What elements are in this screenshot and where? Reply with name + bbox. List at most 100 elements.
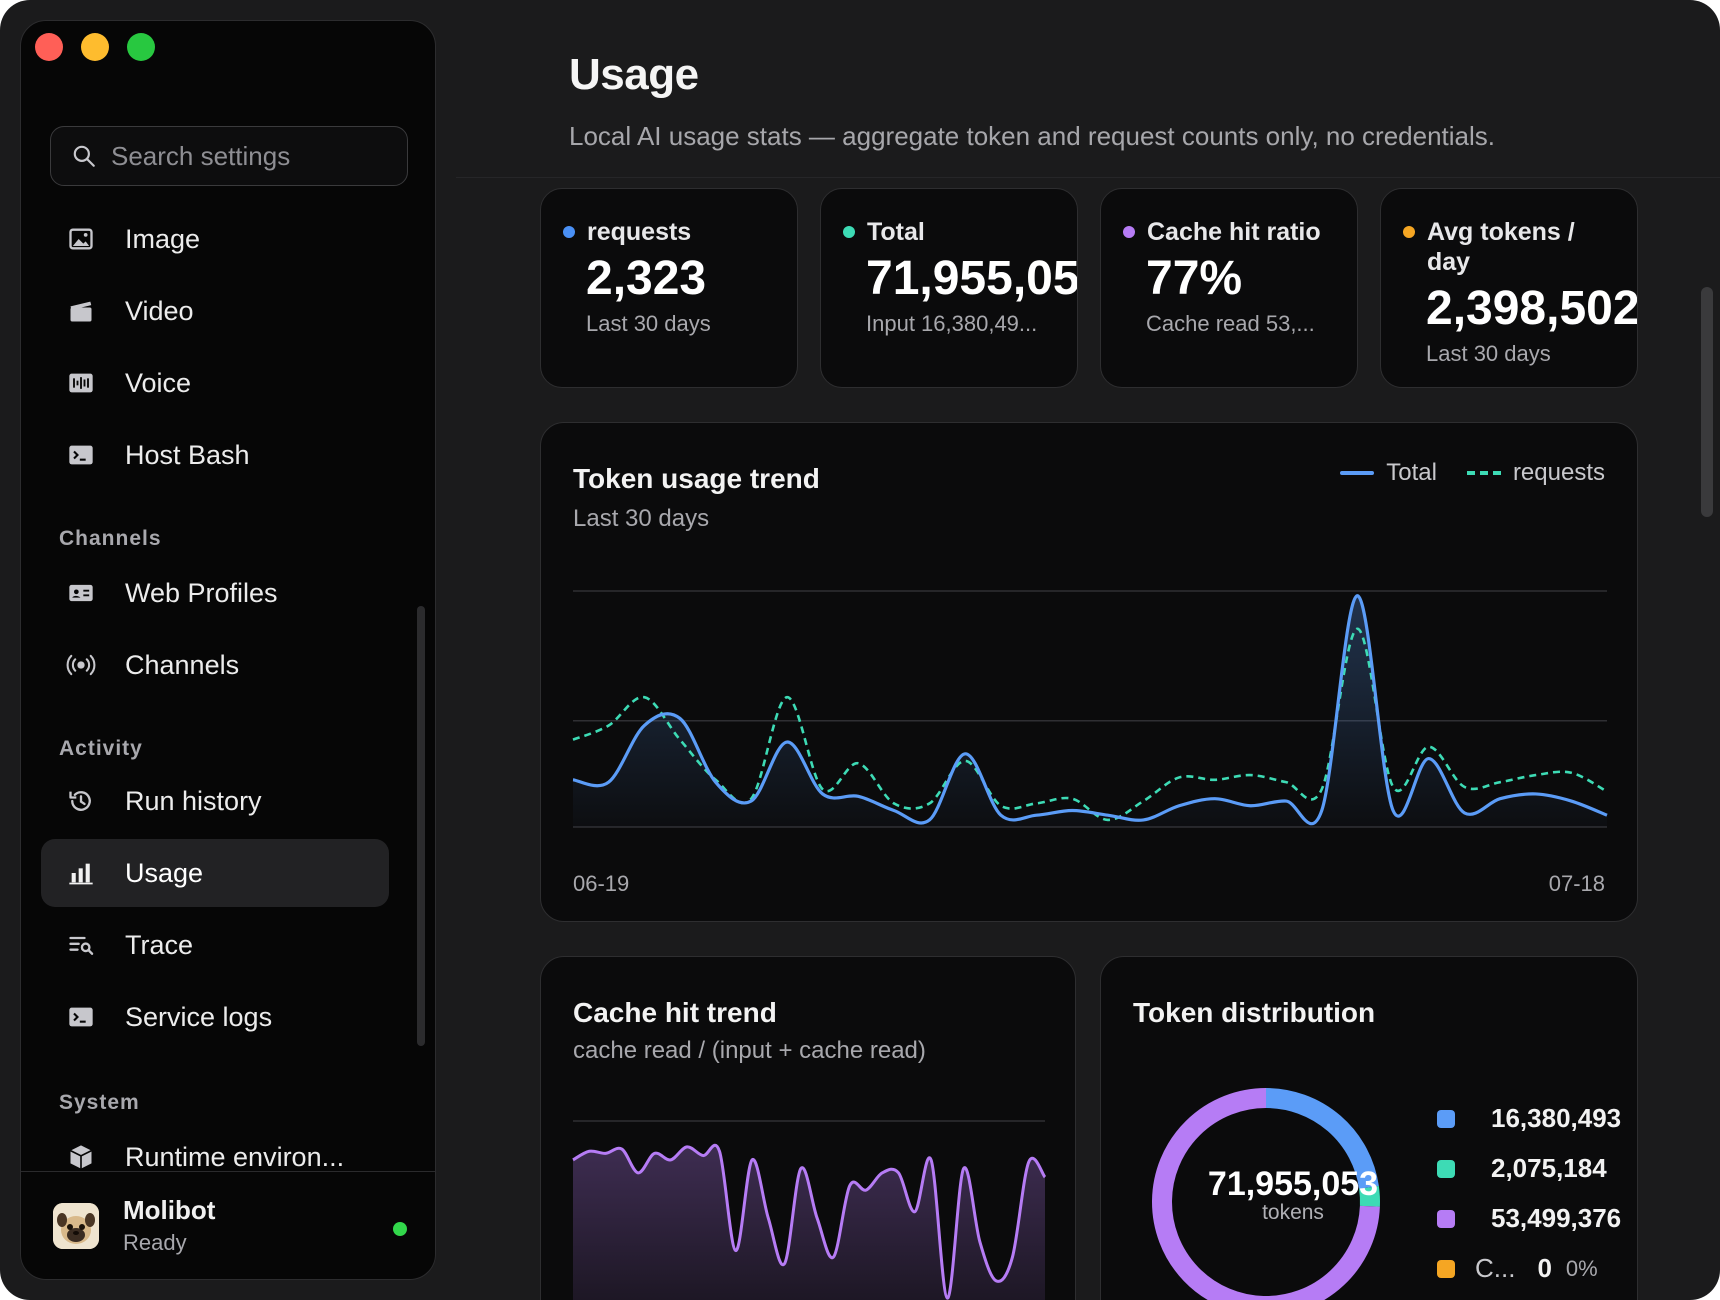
close-window-button[interactable]	[35, 33, 63, 61]
bar-chart-icon	[65, 857, 97, 889]
stat-subtext: Cache read 53,...	[1146, 311, 1315, 336]
sidebar-item-service-logs[interactable]: Service logs	[41, 983, 389, 1051]
cache-hit-trend-panel: Cache hit trend cache read / (input + ca…	[540, 956, 1076, 1300]
search-icon	[73, 145, 95, 167]
sidebar-item-channels[interactable]: Channels	[41, 631, 389, 699]
token-usage-trend-panel: Token usage trend Last 30 days Total req…	[540, 422, 1638, 922]
sidebar-item-label: Image	[125, 223, 201, 254]
stat-value: 71,955,053	[866, 252, 1078, 305]
search-field[interactable]: Search settings	[50, 126, 408, 186]
status-dot	[1403, 226, 1415, 238]
distribution-value: 0	[1537, 1253, 1552, 1283]
trace-search-icon	[65, 929, 97, 961]
package-icon	[65, 1141, 97, 1173]
donut-slice-0[interactable]	[1265, 1088, 1379, 1190]
search-input[interactable]: Search settings	[111, 140, 291, 171]
history-icon	[65, 785, 97, 817]
token-usage-chart	[572, 590, 1608, 828]
sidebar-item-label: Trace	[125, 929, 194, 960]
stat-card-cache-hit-ratio: Cache hit ratio 77% Cache read 53,...	[1100, 188, 1358, 388]
x-axis-start-label: 06-19	[573, 871, 630, 896]
panel-subtitle: cache read / (input + cache read)	[573, 1037, 926, 1064]
donut-center-value: 71,955,053	[1207, 1165, 1379, 1203]
terminal-icon	[65, 439, 97, 471]
stat-card-avg-tokens-per-day: Avg tokens / day 2,398,502 Last 30 days	[1380, 188, 1638, 388]
broadcast-icon	[65, 649, 97, 681]
legend-label: Total	[1386, 459, 1437, 486]
waveform-icon	[65, 367, 97, 399]
profile-text: Molibot Ready	[123, 1195, 215, 1256]
clapperboard-icon	[65, 295, 97, 327]
sidebar-item-label: Video	[125, 295, 194, 326]
requests-series-line	[572, 627, 1608, 822]
cache-hit-series-line	[572, 1143, 1047, 1300]
sidebar-item-video[interactable]: Video	[41, 277, 389, 345]
image-icon	[65, 223, 97, 255]
sidebar-item-runtime-environment[interactable]: Runtime environ...	[41, 1123, 389, 1191]
distribution-row: 53,499,376	[1437, 1203, 1621, 1234]
distribution-row: C... 0 0%	[1437, 1253, 1598, 1284]
sidebar-item-label: Usage	[125, 857, 204, 888]
legend-label: requests	[1512, 459, 1605, 486]
total-series-line	[572, 594, 1608, 826]
sidebar-item-label: Web Profiles	[125, 577, 278, 608]
panel-title: Cache hit trend	[573, 997, 777, 1028]
cache-hit-chart	[572, 1120, 1047, 1300]
sidebar-item-run-history[interactable]: Run history	[41, 767, 389, 835]
stat-label: Total	[867, 218, 925, 246]
stat-label: Avg tokens / day	[1427, 218, 1575, 276]
panel-subtitle: Last 30 days	[573, 505, 710, 532]
sidebar-item-label: Channels	[125, 649, 240, 680]
legend-swatch	[1340, 471, 1375, 475]
panel-title: Token distribution	[1133, 997, 1376, 1028]
stat-card-total: Total 71,955,053 Input 16,380,49...	[820, 188, 1078, 388]
id-card-icon	[65, 577, 97, 609]
legend-item-total[interactable]: Total	[1340, 459, 1437, 487]
sidebar-item-label: Host Bash	[125, 439, 250, 470]
section-label-channels: Channels	[59, 527, 162, 550]
panel-title: Token usage trend	[573, 463, 820, 494]
page-title: Usage	[569, 50, 699, 99]
status-dot	[843, 226, 855, 238]
sidebar-item-trace[interactable]: Trace	[41, 911, 389, 979]
stat-card-requests: requests 2,323 Last 30 days	[540, 188, 798, 388]
stat-value: 2,323	[586, 252, 707, 305]
donut-slice-1[interactable]	[1359, 1186, 1380, 1207]
window-controls	[35, 33, 155, 61]
sidebar-item-web-profiles[interactable]: Web Profiles	[41, 559, 389, 627]
sidebar-item-label: Run history	[125, 785, 262, 816]
status-dot	[563, 226, 575, 238]
stat-value: 77%	[1146, 252, 1243, 305]
stat-subtext: Last 30 days	[586, 311, 711, 336]
stat-label: Cache hit ratio	[1147, 218, 1321, 246]
distribution-value: 2,075,184	[1491, 1153, 1607, 1183]
distribution-label: C...	[1475, 1253, 1516, 1283]
profile-name: Molibot	[123, 1195, 216, 1225]
chart-legend: Total requests	[1340, 459, 1605, 487]
stat-subtext: Input 16,380,49...	[866, 311, 1038, 336]
sidebar-item-voice[interactable]: Voice	[41, 349, 389, 417]
donut-slice-2[interactable]	[1152, 1088, 1380, 1300]
x-axis-end-label: 07-18	[1548, 871, 1605, 896]
stat-subtext: Last 30 days	[1426, 341, 1551, 366]
legend-swatch	[1437, 1259, 1455, 1278]
sidebar: Search settings Image Video Voice	[20, 20, 436, 1280]
status-dot	[1123, 226, 1135, 238]
legend-swatch	[1437, 1109, 1455, 1128]
stat-label: requests	[587, 218, 692, 246]
page-header: Usage Local AI usage stats — aggregate t…	[456, 0, 1720, 178]
sidebar-scrollbar[interactable]	[417, 606, 425, 1046]
sidebar-item-image[interactable]: Image	[41, 205, 389, 273]
distribution-row: 2,075,184	[1437, 1153, 1607, 1184]
legend-item-requests[interactable]: requests	[1466, 459, 1605, 487]
sidebar-item-label: Service logs	[125, 1001, 273, 1032]
sidebar-item-host-bash[interactable]: Host Bash	[41, 421, 389, 489]
sidebar-item-usage[interactable]: Usage	[41, 839, 389, 907]
minimize-window-button[interactable]	[81, 33, 109, 61]
main-scrollbar[interactable]	[1701, 287, 1713, 517]
zoom-window-button[interactable]	[127, 33, 155, 61]
total-area	[573, 595, 1607, 827]
legend-swatch	[1437, 1209, 1455, 1228]
profile-bar[interactable]: Molibot Ready	[21, 1171, 435, 1279]
